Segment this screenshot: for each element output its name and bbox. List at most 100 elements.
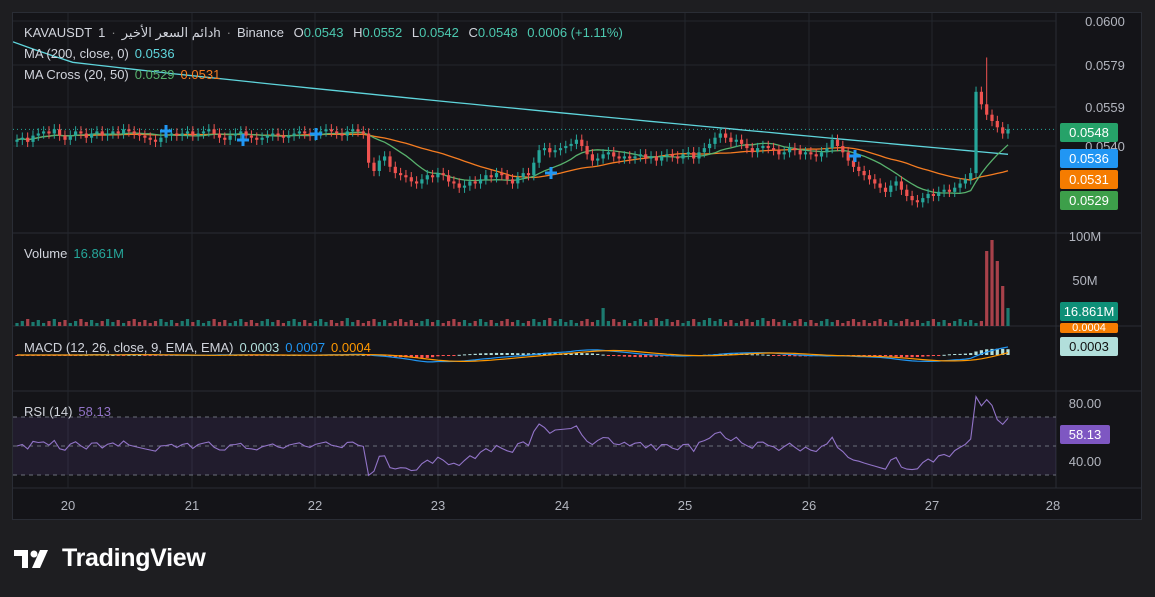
macd-hist-bar (606, 355, 610, 356)
rsi-legend[interactable]: RSI (14) 58.13 (24, 404, 117, 419)
tradingview-logo[interactable]: TradingView (14, 544, 206, 573)
volume-bar (404, 322, 408, 326)
volume-bar (878, 319, 882, 326)
c-label: C (468, 25, 478, 40)
macd-hist-bar (441, 355, 445, 356)
macross-legend[interactable]: MA Cross (20, 50) 0.0529 0.0531 (24, 67, 226, 82)
volume-bar (990, 240, 994, 326)
sep1: · (111, 25, 116, 40)
candle-body (153, 139, 158, 142)
ma200-legend[interactable]: MA (200, close, 0) 0.0536 (24, 46, 181, 61)
volume-bar (740, 321, 744, 326)
volume-bar (548, 318, 552, 326)
volume-bar (766, 321, 770, 326)
macd-hist-bar (756, 354, 760, 356)
volume-bar (127, 321, 131, 326)
volume-bar (894, 323, 898, 326)
candle-body (489, 175, 493, 178)
volume-bar (516, 320, 520, 326)
volume-bar (473, 321, 477, 326)
candle-body (505, 175, 509, 180)
volume-bar (137, 322, 142, 326)
macd-hist-bar (921, 355, 925, 357)
candle-body (809, 152, 813, 155)
l-value: 0.0542 (419, 25, 459, 40)
ma-slow-price-tag: 0.0531 (1060, 170, 1118, 189)
macd-hist-bar (462, 354, 467, 356)
volume-legend[interactable]: Volume 16.861M (24, 246, 130, 261)
candle-body (899, 181, 903, 190)
contract-type: دائم السعر الأخير (121, 25, 214, 40)
volume-bar (654, 318, 658, 326)
candle-body (793, 148, 797, 151)
o-label: O (293, 25, 304, 40)
macd-hist-bar (153, 355, 158, 356)
chart-frame[interactable]: 20 21 22 23 24 25 26 27 28 0.0600 0.0579 0.0559 0.05… (12, 12, 1142, 520)
candle-body (356, 129, 360, 132)
macd-hist-bar (425, 355, 429, 358)
candle-body (111, 131, 115, 134)
volume-bar (830, 322, 834, 326)
chart-canvas[interactable]: 20 21 22 23 24 25 26 27 28 0.0600 0.0579 0.0559 0.05… (13, 13, 1142, 520)
rsi-label: RSI (14) (24, 404, 73, 419)
volume-bar (921, 323, 925, 326)
rsi-axis-label: 40.00 (1069, 454, 1102, 469)
volume-bar (292, 319, 296, 326)
volume-bar (122, 323, 126, 326)
volume-bar (718, 319, 722, 326)
volume-bar (793, 321, 797, 326)
candle-body (846, 152, 850, 161)
volume-bar (697, 322, 701, 326)
candle-body (340, 133, 344, 136)
volume-bar (276, 320, 280, 326)
volume-bar (745, 319, 749, 326)
macd-hist-bar (644, 355, 648, 358)
volume-bar (756, 320, 760, 326)
candle-body (68, 135, 72, 140)
volume-bar (329, 320, 333, 326)
candle-body (798, 150, 802, 155)
macd-hist-bar (761, 354, 765, 356)
candle-body (447, 175, 451, 182)
volume-axis-label: 100M (1069, 229, 1102, 244)
ma-cross-marker (310, 128, 322, 140)
macd-hist-bar (905, 355, 909, 358)
volume-bar (244, 322, 248, 326)
symbol-name[interactable]: KAVAUSDT (24, 25, 93, 40)
candle-body (713, 137, 717, 144)
candle-body (953, 187, 957, 192)
candle-body (782, 152, 786, 155)
macd-hist-bar (436, 355, 440, 357)
candle-body (345, 131, 349, 136)
volume-bar (606, 321, 610, 326)
candle-body (910, 196, 914, 201)
volume-value: 16.861M (73, 246, 124, 261)
macd-label: MACD (12, 26, close, 9, EMA, EMA) (24, 340, 234, 355)
candle-body (404, 175, 408, 178)
volume-bar (819, 321, 824, 326)
candle-body (851, 160, 856, 167)
macd-hist-bar (772, 355, 776, 356)
macd-hist-bar (580, 353, 584, 355)
candle-body (692, 152, 696, 159)
macd-legend[interactable]: MACD (12, 26, close, 9, EMA, EMA) 0.0003 0… (24, 340, 377, 355)
h-value: 0.0552 (362, 25, 403, 40)
macd-hist-bar (953, 354, 957, 355)
macd-hist-bar (974, 351, 978, 355)
macross-label: MA Cross (20, 50) (24, 67, 129, 82)
candle-body (553, 150, 557, 153)
c-value: 0.0548 (477, 25, 518, 40)
volume-bar (191, 322, 195, 326)
macd-hist-bar (729, 353, 733, 355)
macd-hist-bar (883, 355, 888, 357)
volume-bar (601, 308, 605, 326)
candle-body (697, 152, 701, 159)
volume-bar (857, 322, 861, 326)
volume-bar (814, 323, 818, 326)
volume-bar (356, 320, 360, 326)
candle-body (239, 131, 243, 134)
h-label: H (353, 25, 363, 40)
volume-bar (52, 319, 56, 326)
candle-body (58, 129, 62, 136)
macd-hist-bar (969, 353, 973, 355)
